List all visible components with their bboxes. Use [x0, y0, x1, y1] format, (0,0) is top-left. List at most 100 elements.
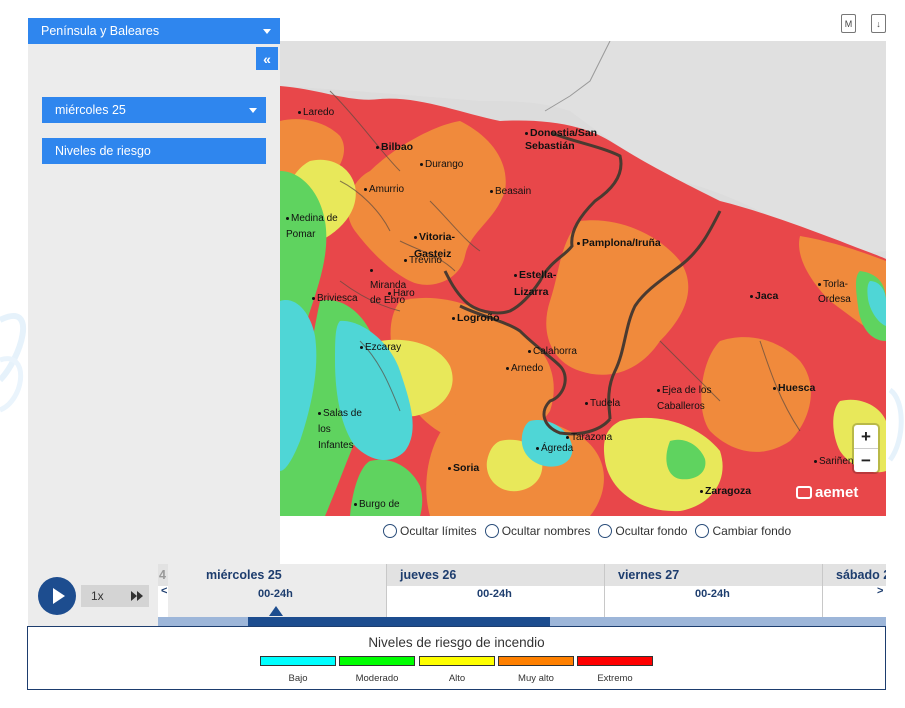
city-label: Estella-Lizarra — [514, 269, 557, 298]
chevron-down-icon — [249, 108, 257, 113]
city-label: Medina de Pomar — [286, 213, 338, 240]
legend-title: Niveles de riesgo de incendio — [368, 635, 545, 650]
timeline-slot[interactable]: 00-24h — [695, 588, 730, 600]
timeline-prev-button[interactable]: < — [161, 585, 168, 597]
city-label: Sariñena — [814, 456, 859, 469]
city-label: Tudela — [585, 398, 620, 411]
speed-control[interactable]: 1x — [81, 585, 149, 607]
hide-names-label: Ocultar nombres — [501, 524, 591, 538]
timeline-slot[interactable]: 00-24h — [258, 588, 293, 600]
city-label: Salas de los Infantes — [318, 408, 362, 451]
map-mode-icon[interactable]: M — [841, 14, 856, 33]
city-label: Jaca — [750, 290, 778, 303]
play-button[interactable] — [38, 577, 76, 615]
legend-label: Bajo — [288, 673, 308, 684]
timeline-current-marker — [269, 606, 283, 616]
risk-levels-button[interactable]: Niveles de riesgo — [42, 138, 266, 164]
legend-swatch-low — [260, 656, 336, 666]
hide-background-label: Ocultar fondo — [615, 524, 688, 538]
risk-levels-label: Niveles de riesgo — [55, 144, 151, 158]
city-label: Donostia/San Sebastián — [525, 127, 598, 153]
collapse-panel-button[interactable]: « — [256, 47, 278, 70]
city-label: Ágreda — [536, 443, 573, 456]
fire-risk-map[interactable]: Laredo Bilbao Durango Amurrio Donostia/S… — [280, 41, 886, 516]
legend-label: Extremo — [597, 673, 633, 684]
legend-swatch-high — [419, 656, 495, 666]
city-label: Ejea de los Caballeros — [657, 385, 712, 412]
city-label: Ezcaray — [360, 342, 401, 355]
checkbox-icon — [598, 524, 613, 538]
city-label: Calahorra — [528, 346, 577, 359]
timeline-progress-bar[interactable] — [158, 617, 886, 626]
zoom-control: + − — [854, 425, 878, 472]
map-options: Ocultar límites Ocultar nombres Ocultar … — [383, 524, 791, 538]
city-label: Haro — [388, 288, 415, 301]
left-panel — [28, 44, 280, 564]
city-label: Miranda de Ebro — [370, 263, 410, 308]
timeline-slot[interactable]: 00-24h — [477, 588, 512, 600]
aemet-logo-icon — [796, 486, 812, 499]
city-label: Laredo — [298, 107, 334, 120]
legend-label: Muy alto — [518, 673, 554, 684]
city-label: Tarazona — [566, 432, 612, 445]
double-chevron-left-icon: « — [263, 50, 271, 67]
timeline-selected-range — [248, 617, 550, 626]
aemet-logo: aemet — [796, 484, 858, 501]
city-label: Pamplona/Iruña — [577, 237, 661, 250]
timeline-day-stub: 4 — [158, 564, 168, 617]
city-label: Zaragoza — [700, 485, 751, 498]
date-select-label: miércoles 25 — [55, 103, 126, 117]
timeline-day[interactable]: miércoles 25 00-24h — [168, 564, 386, 617]
city-label: Briviesca — [312, 293, 358, 306]
city-label: Bilbao — [376, 141, 413, 154]
checkbox-icon — [484, 524, 499, 538]
region-select[interactable]: Península y Baleares — [28, 18, 280, 44]
timeline-day-label: miércoles 25 — [206, 568, 282, 582]
legend-swatch-extreme — [577, 656, 653, 666]
timeline-day-label: jueves 26 — [400, 568, 457, 582]
change-background-label: Cambiar fondo — [712, 524, 792, 538]
region-select-label: Península y Baleares — [41, 24, 160, 38]
hide-limits-checkbox[interactable]: Ocultar límites — [383, 524, 477, 538]
city-label: Burgo de — [354, 499, 400, 512]
legend-swatch-moderate — [339, 656, 415, 666]
timeline-day[interactable]: jueves 26 00-24h — [386, 564, 604, 617]
legend: Niveles de riesgo de incendio Bajo Moder… — [27, 626, 886, 690]
legend-label: Moderado — [355, 673, 399, 684]
map-canvas — [280, 41, 886, 516]
legend-swatch-very-high — [498, 656, 574, 666]
timeline-day[interactable]: viernes 27 00-24h — [604, 564, 822, 617]
checkbox-icon — [695, 524, 710, 538]
play-icon — [53, 588, 65, 604]
city-label: Logroño — [452, 312, 500, 325]
city-label: Huesca — [773, 382, 815, 395]
city-label: Vitoria-Gasteiz — [414, 231, 455, 260]
zoom-out-button[interactable]: − — [861, 450, 871, 470]
city-label: Treviño — [404, 255, 442, 268]
city-label: Torla-Ordesa — [818, 279, 851, 305]
city-label: Amurrio — [364, 184, 404, 197]
map-mode-icon-label: M — [844, 18, 853, 29]
hide-background-checkbox[interactable]: Ocultar fondo — [598, 524, 687, 538]
timeline-day-label: sábado 2 — [836, 568, 886, 582]
fast-forward-icon — [131, 591, 143, 601]
city-label: Soria — [448, 462, 479, 475]
city-label: Beasain — [490, 186, 531, 199]
timeline-day-stub-label: 4 — [159, 568, 166, 582]
hide-names-checkbox[interactable]: Ocultar nombres — [484, 524, 591, 538]
download-icon-label: ↓ — [876, 18, 881, 29]
checkbox-icon — [383, 524, 397, 538]
legend-label: Alto — [448, 673, 466, 684]
aemet-logo-text: aemet — [815, 484, 859, 501]
timeline-day-label: viernes 27 — [618, 568, 680, 582]
hide-limits-label: Ocultar límites — [400, 524, 477, 538]
speed-label: 1x — [91, 589, 104, 603]
date-select[interactable]: miércoles 25 — [42, 97, 266, 123]
change-background-checkbox[interactable]: Cambiar fondo — [695, 524, 791, 538]
download-icon[interactable]: ↓ — [871, 14, 886, 33]
timeline-day[interactable]: sábado 2 — [822, 564, 886, 617]
zoom-in-button[interactable]: + — [854, 425, 878, 449]
timeline-next-button[interactable]: > — [877, 585, 884, 597]
city-label: Durango — [420, 159, 463, 172]
city-label: Arnedo — [506, 363, 543, 376]
